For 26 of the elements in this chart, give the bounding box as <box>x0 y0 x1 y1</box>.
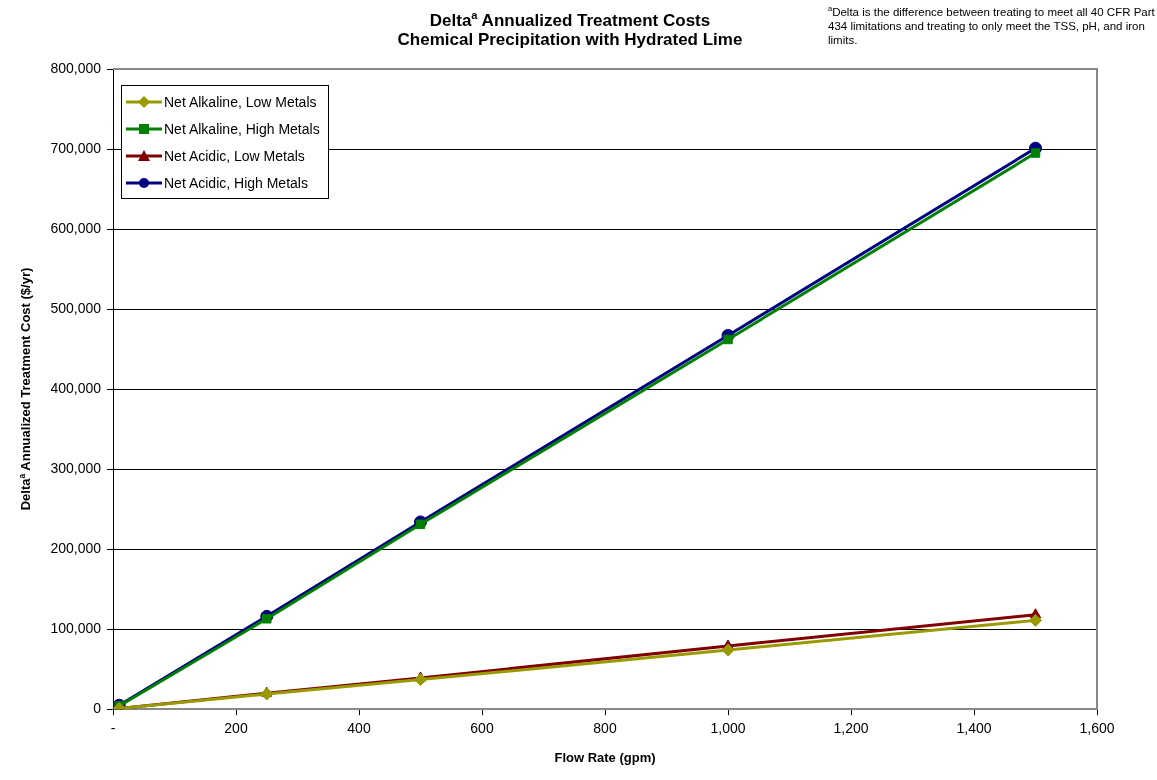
x-tick-label: 1,000 <box>710 720 746 737</box>
text: $^{a}$Delta is the difference between treating to meet all 40 CFR Part 434 limitations and treating to only meet the TSS, pH, and iron limits. <box>828 3 1156 47</box>
x-tick-label: 1,400 <box>956 720 992 737</box>
x-tick-label: 800 <box>593 720 617 737</box>
y-tick-label: 400,000 <box>50 379 102 396</box>
y-tick-label: 0 <box>93 700 102 717</box>
legend-label: Net Alkaline, High Metals <box>164 120 320 137</box>
x-tick-label: 400 <box>347 720 371 737</box>
x-tick-label: 1,600 <box>1079 720 1115 737</box>
chart-title: Delta$^{a}$ Annualized Treatment Costs <box>429 9 711 30</box>
chart-subtitle: Chemical Precipitation with Hydrated Lime <box>397 30 743 49</box>
x-axis-title: Flow Rate (gpm) <box>554 750 656 765</box>
y-tick-label: 200,000 <box>50 540 102 557</box>
y-tick-label: 100,000 <box>50 620 102 637</box>
x-tick-label: 1,200 <box>833 720 869 737</box>
y-tick-label: 800,000 <box>50 59 102 76</box>
y-tick-label: 300,000 <box>50 459 102 476</box>
y-tick-label: 700,000 <box>50 139 102 156</box>
legend-label: Net Acidic, Low Metals <box>164 147 305 164</box>
x-tick-label: - <box>110 720 116 737</box>
x-tick-label: 600 <box>470 720 494 737</box>
x-tick-label: 200 <box>224 720 248 737</box>
y-tick-label: 600,000 <box>50 219 102 236</box>
y-tick-label: 500,000 <box>50 299 102 316</box>
legend-label: Net Acidic, High Metals <box>164 174 308 191</box>
legend-label: Net Alkaline, Low Metals <box>164 93 317 110</box>
